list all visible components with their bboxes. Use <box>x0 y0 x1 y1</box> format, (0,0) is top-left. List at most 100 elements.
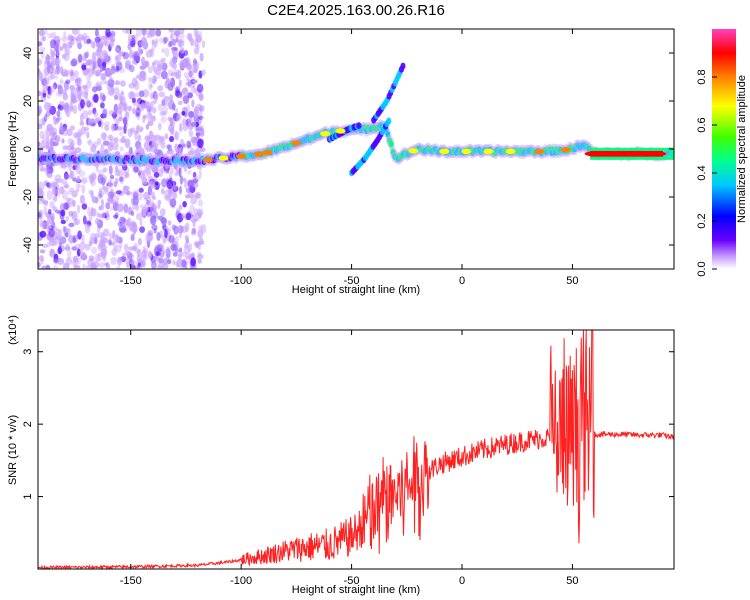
noise-speckle <box>89 240 93 247</box>
noise-speckle <box>98 252 103 257</box>
noise-speckle <box>88 109 93 116</box>
noise-speckle <box>146 239 151 249</box>
noise-speckle <box>141 29 147 36</box>
noise-speckle <box>102 254 107 262</box>
noise-speckle <box>172 190 178 201</box>
noise-speckle <box>130 127 136 134</box>
noise-speckle <box>160 111 167 116</box>
noise-speckle <box>78 170 86 178</box>
noise-speckle <box>184 241 189 249</box>
x-tick-label: -100 <box>230 575 252 587</box>
noise-speckle <box>73 264 81 269</box>
noise-speckle <box>128 206 132 215</box>
noise-speckle <box>128 146 133 157</box>
noise-speckle <box>158 37 164 44</box>
noise-speckle <box>201 40 206 48</box>
noise-speckle <box>104 124 110 131</box>
noise-speckle <box>179 122 183 133</box>
noise-speckle <box>160 116 167 124</box>
noise-speckle <box>167 69 174 77</box>
noise-speckle <box>72 150 78 155</box>
noise-speckle <box>102 237 109 244</box>
noise-speckle <box>200 129 205 137</box>
noise-speckle <box>82 263 86 269</box>
noise-speckle <box>117 48 122 56</box>
noise-speckle <box>169 135 175 143</box>
noise-speckle <box>96 212 101 218</box>
noise-speckle <box>136 74 142 79</box>
noise-speckle <box>192 171 197 179</box>
noise-speckle <box>68 222 75 228</box>
snr-frame <box>37 329 675 570</box>
ridge-strong-edge <box>590 156 674 160</box>
noise-speckle <box>114 195 120 204</box>
noise-speckle <box>102 108 108 119</box>
noise-speckle <box>89 118 95 125</box>
noise-speckle <box>93 233 101 239</box>
x-tick-label: -150 <box>120 275 142 287</box>
noise-speckle <box>77 29 81 36</box>
noise-speckle <box>57 105 64 111</box>
noise-speckle <box>38 211 42 218</box>
y-tick-label: 3 <box>22 349 34 355</box>
noise-speckle <box>54 209 61 214</box>
noise-speckle <box>139 226 146 234</box>
noise-speckle <box>167 144 172 152</box>
noise-speckle <box>105 202 110 210</box>
noise-speckle <box>136 144 142 154</box>
noise-speckle <box>114 212 119 219</box>
noise-speckle <box>50 212 55 222</box>
noise-speckle <box>190 257 197 267</box>
noise-speckle <box>85 81 92 89</box>
noise-speckle <box>86 131 90 139</box>
noise-speckle <box>128 259 133 268</box>
noise-speckle <box>146 199 150 205</box>
noise-speckle <box>46 190 53 201</box>
noise-speckle <box>117 126 123 131</box>
noise-speckle <box>44 101 50 111</box>
noise-speckle <box>161 48 165 53</box>
noise-speckle <box>53 82 58 90</box>
noise-speckle <box>154 144 159 153</box>
noise-speckle <box>123 203 129 214</box>
noise-speckle <box>70 70 74 77</box>
noise-speckle <box>45 127 52 137</box>
noise-speckle <box>185 75 190 82</box>
y-tick-label: 0 <box>22 146 34 152</box>
noise-speckle <box>192 79 198 84</box>
noise-speckle <box>65 46 69 56</box>
noise-speckle <box>175 208 180 214</box>
colorbar-tick-label: 0.0 <box>696 261 708 276</box>
noise-speckle <box>139 65 146 70</box>
noise-speckle <box>112 141 119 151</box>
noise-speckle <box>197 130 204 138</box>
noise-speckle <box>113 87 120 96</box>
noise-speckle <box>178 79 182 88</box>
ridge-peak <box>335 128 346 134</box>
noise-speckle <box>42 243 49 248</box>
noise-speckle <box>163 37 168 44</box>
noise-speckle <box>182 125 189 131</box>
noise-speckle <box>122 185 130 191</box>
noise-speckle <box>44 114 48 122</box>
noise-speckle <box>72 132 79 138</box>
noise-speckle <box>170 167 174 175</box>
noise-speckle <box>175 248 180 253</box>
noise-speckle <box>109 75 113 81</box>
noise-speckle <box>117 93 121 101</box>
noise-speckle <box>178 29 185 34</box>
noise-speckle <box>168 234 175 244</box>
noise-speckle <box>163 96 170 102</box>
noise-speckle <box>114 177 119 185</box>
noise-speckle <box>124 250 131 256</box>
colorbar: 0.0 0.2 0.4 0.6 0.8 Normalized spectral ampl… <box>696 29 748 277</box>
noise-speckle <box>166 168 170 174</box>
noise-speckle <box>173 225 179 235</box>
branch-cell <box>400 62 406 70</box>
noise-speckle <box>150 191 155 199</box>
noise-speckle <box>38 58 43 66</box>
noise-speckle <box>78 89 84 95</box>
noise-speckle <box>187 180 194 190</box>
noise-speckle <box>73 87 78 94</box>
noise-speckle <box>68 68 75 76</box>
